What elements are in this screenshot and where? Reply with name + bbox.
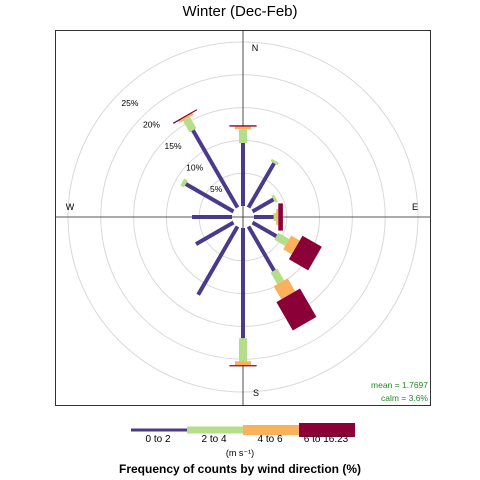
- rose-segment-dir-180-bin-2: [239, 338, 247, 362]
- calm-annotation: calm = 3.6%: [380, 393, 428, 403]
- rose-segment-dir-300-bin-2: [180, 178, 188, 188]
- legend-label-bin-4: 6 to 16.23: [303, 434, 349, 445]
- rose-segment-dir-270-bin-1: [192, 215, 232, 219]
- rose-segment-dir-0-bin-3: [235, 126, 251, 130]
- compass-label-east: E: [412, 202, 418, 212]
- rose-segment-dir-330-bin-2: [182, 116, 197, 133]
- rose-segment-dir-120-bin-4: [288, 235, 322, 271]
- legend-swatch-bin-2: [187, 426, 243, 434]
- rose-segment-dir-150-bin-1: [246, 225, 276, 272]
- rose-segment-dir-180-bin-4: [229, 365, 257, 367]
- chart-title: Winter (Dec-Feb): [182, 3, 298, 20]
- rose-segment-dir-180-bin-1: [241, 228, 245, 339]
- rose-segment-dir-150-bin-3: [273, 278, 296, 300]
- rose-segment-dir-60-bin-2: [271, 194, 278, 203]
- rose-segment-dir-120-bin-1: [251, 220, 278, 238]
- rose-segment-dir-90-bin-2: [273, 213, 277, 221]
- units-label: (m s⁻¹): [225, 448, 255, 458]
- radial-tick-label-5: 25%: [121, 98, 138, 108]
- legend-swatch-bin-1: [131, 428, 187, 432]
- chart-caption: Frequency of counts by wind direction (%…: [118, 462, 361, 476]
- compass-label-south: S: [253, 388, 259, 398]
- compass-label-west: W: [66, 202, 75, 212]
- legend-label-bin-1: 0 to 2: [145, 434, 171, 445]
- radial-tick-label-4: 20%: [143, 119, 160, 129]
- rose-segment-dir-0-bin-1: [241, 143, 245, 206]
- radial-tick-label-2: 10%: [186, 163, 203, 173]
- rose-segment-dir-0-bin-4: [229, 125, 257, 127]
- legend-swatch-bin-3: [243, 425, 299, 435]
- rose-segment-dir-180-bin-3: [235, 361, 251, 366]
- rose-segment-dir-30-bin-1: [246, 162, 276, 209]
- rose-segment-dir-330-bin-1: [191, 129, 240, 209]
- rose-segment-dir-330-bin-4: [172, 109, 198, 124]
- rose-segment-dir-150-bin-2: [270, 268, 285, 285]
- compass-label-north: N: [252, 43, 259, 53]
- rose-segment-dir-150-bin-4: [276, 288, 317, 331]
- rose-segment-dir-330-bin-3: [178, 113, 194, 123]
- radial-tick-label-3: 15%: [165, 141, 182, 151]
- rose-segment-dir-240-bin-1: [195, 220, 235, 246]
- rose-segment-dir-90-bin-4: [278, 203, 283, 231]
- rose-segment-dir-0-bin-2: [239, 129, 247, 143]
- rose-segment-dir-210-bin-1: [196, 225, 240, 296]
- legend-label-bin-3: 4 to 6: [257, 434, 283, 445]
- rose-segment-dir-30-bin-2: [270, 158, 279, 166]
- rose-segment-dir-120-bin-3: [283, 235, 300, 255]
- mean-annotation: mean = 1.7697: [371, 380, 428, 390]
- rose-segment-dir-120-bin-2: [274, 232, 290, 246]
- rose-segment-dir-60-bin-1: [251, 197, 275, 214]
- rose-segment-dir-300-bin-1: [184, 182, 235, 214]
- rose-segment-dir-90-bin-1: [254, 215, 274, 219]
- rose-segment-dir-90-bin-3: [276, 209, 279, 225]
- radial-tick-label-1: 5%: [210, 184, 223, 194]
- legend-label-bin-2: 2 to 4: [201, 434, 227, 445]
- legend-swatch-bin-4: [299, 423, 355, 437]
